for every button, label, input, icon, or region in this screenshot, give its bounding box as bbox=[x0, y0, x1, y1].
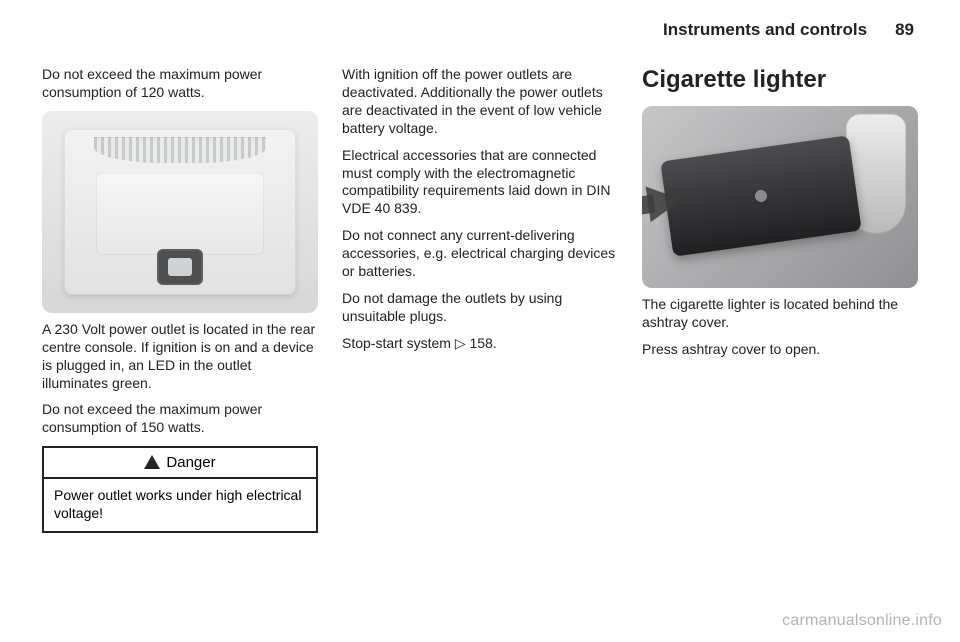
column-3: Cigarette lighter The cigarette lighter … bbox=[642, 66, 918, 533]
lighter-socket-icon bbox=[754, 189, 768, 203]
page-number: 89 bbox=[895, 20, 914, 40]
danger-label: Danger bbox=[166, 454, 215, 471]
cross-reference-link[interactable]: ▷ 158. bbox=[455, 335, 497, 351]
column-1: Do not exceed the maximum power consumpt… bbox=[42, 66, 318, 533]
cigarette-lighter-figure bbox=[642, 106, 918, 288]
content-columns: Do not exceed the maximum power consumpt… bbox=[42, 66, 918, 533]
console-inner-shape bbox=[96, 173, 264, 255]
chapter-title: Instruments and controls bbox=[663, 20, 867, 40]
col3-para-1: The cigarette lighter is located behind … bbox=[642, 296, 918, 332]
stop-start-text: Stop-start system bbox=[342, 335, 455, 351]
ashtray-cover-shape bbox=[660, 135, 862, 257]
col2-para-2: Electrical accessories that are connecte… bbox=[342, 147, 618, 219]
power-outlet-figure bbox=[42, 111, 318, 313]
danger-callout: Danger Power outlet works under high ele… bbox=[42, 446, 318, 533]
column-2: With ignition off the power outlets are … bbox=[342, 66, 618, 533]
danger-header: Danger bbox=[44, 448, 316, 479]
col2-para-1: With ignition off the power outlets are … bbox=[342, 66, 618, 138]
air-vent-shape bbox=[94, 137, 266, 163]
press-arrow-icon bbox=[646, 182, 685, 222]
page-header: Instruments and controls 89 bbox=[42, 20, 918, 40]
console-panel-shape bbox=[64, 129, 296, 295]
watermark-text: carmanualsonline.info bbox=[782, 612, 942, 630]
col2-para-5: Stop-start system ▷ 158. bbox=[342, 335, 618, 353]
col1-para-1: Do not exceed the maximum power consumpt… bbox=[42, 66, 318, 102]
col1-para-3: Do not exceed the maximum power consumpt… bbox=[42, 401, 318, 437]
col2-para-4: Do not damage the outlets by using unsui… bbox=[342, 290, 618, 326]
col2-para-3: Do not connect any current-delivering ac… bbox=[342, 227, 618, 281]
warning-triangle-icon bbox=[144, 455, 160, 469]
col1-para-2: A 230 Volt power outlet is located in th… bbox=[42, 321, 318, 393]
danger-body-text: Power outlet works under high electrical… bbox=[44, 479, 316, 531]
cigarette-lighter-heading: Cigarette lighter bbox=[642, 66, 918, 94]
power-outlet-icon bbox=[157, 249, 203, 285]
col3-para-2: Press ashtray cover to open. bbox=[642, 341, 918, 359]
ashtray-scene-shape bbox=[642, 106, 918, 288]
manual-page: Instruments and controls 89 Do not excee… bbox=[0, 0, 960, 642]
